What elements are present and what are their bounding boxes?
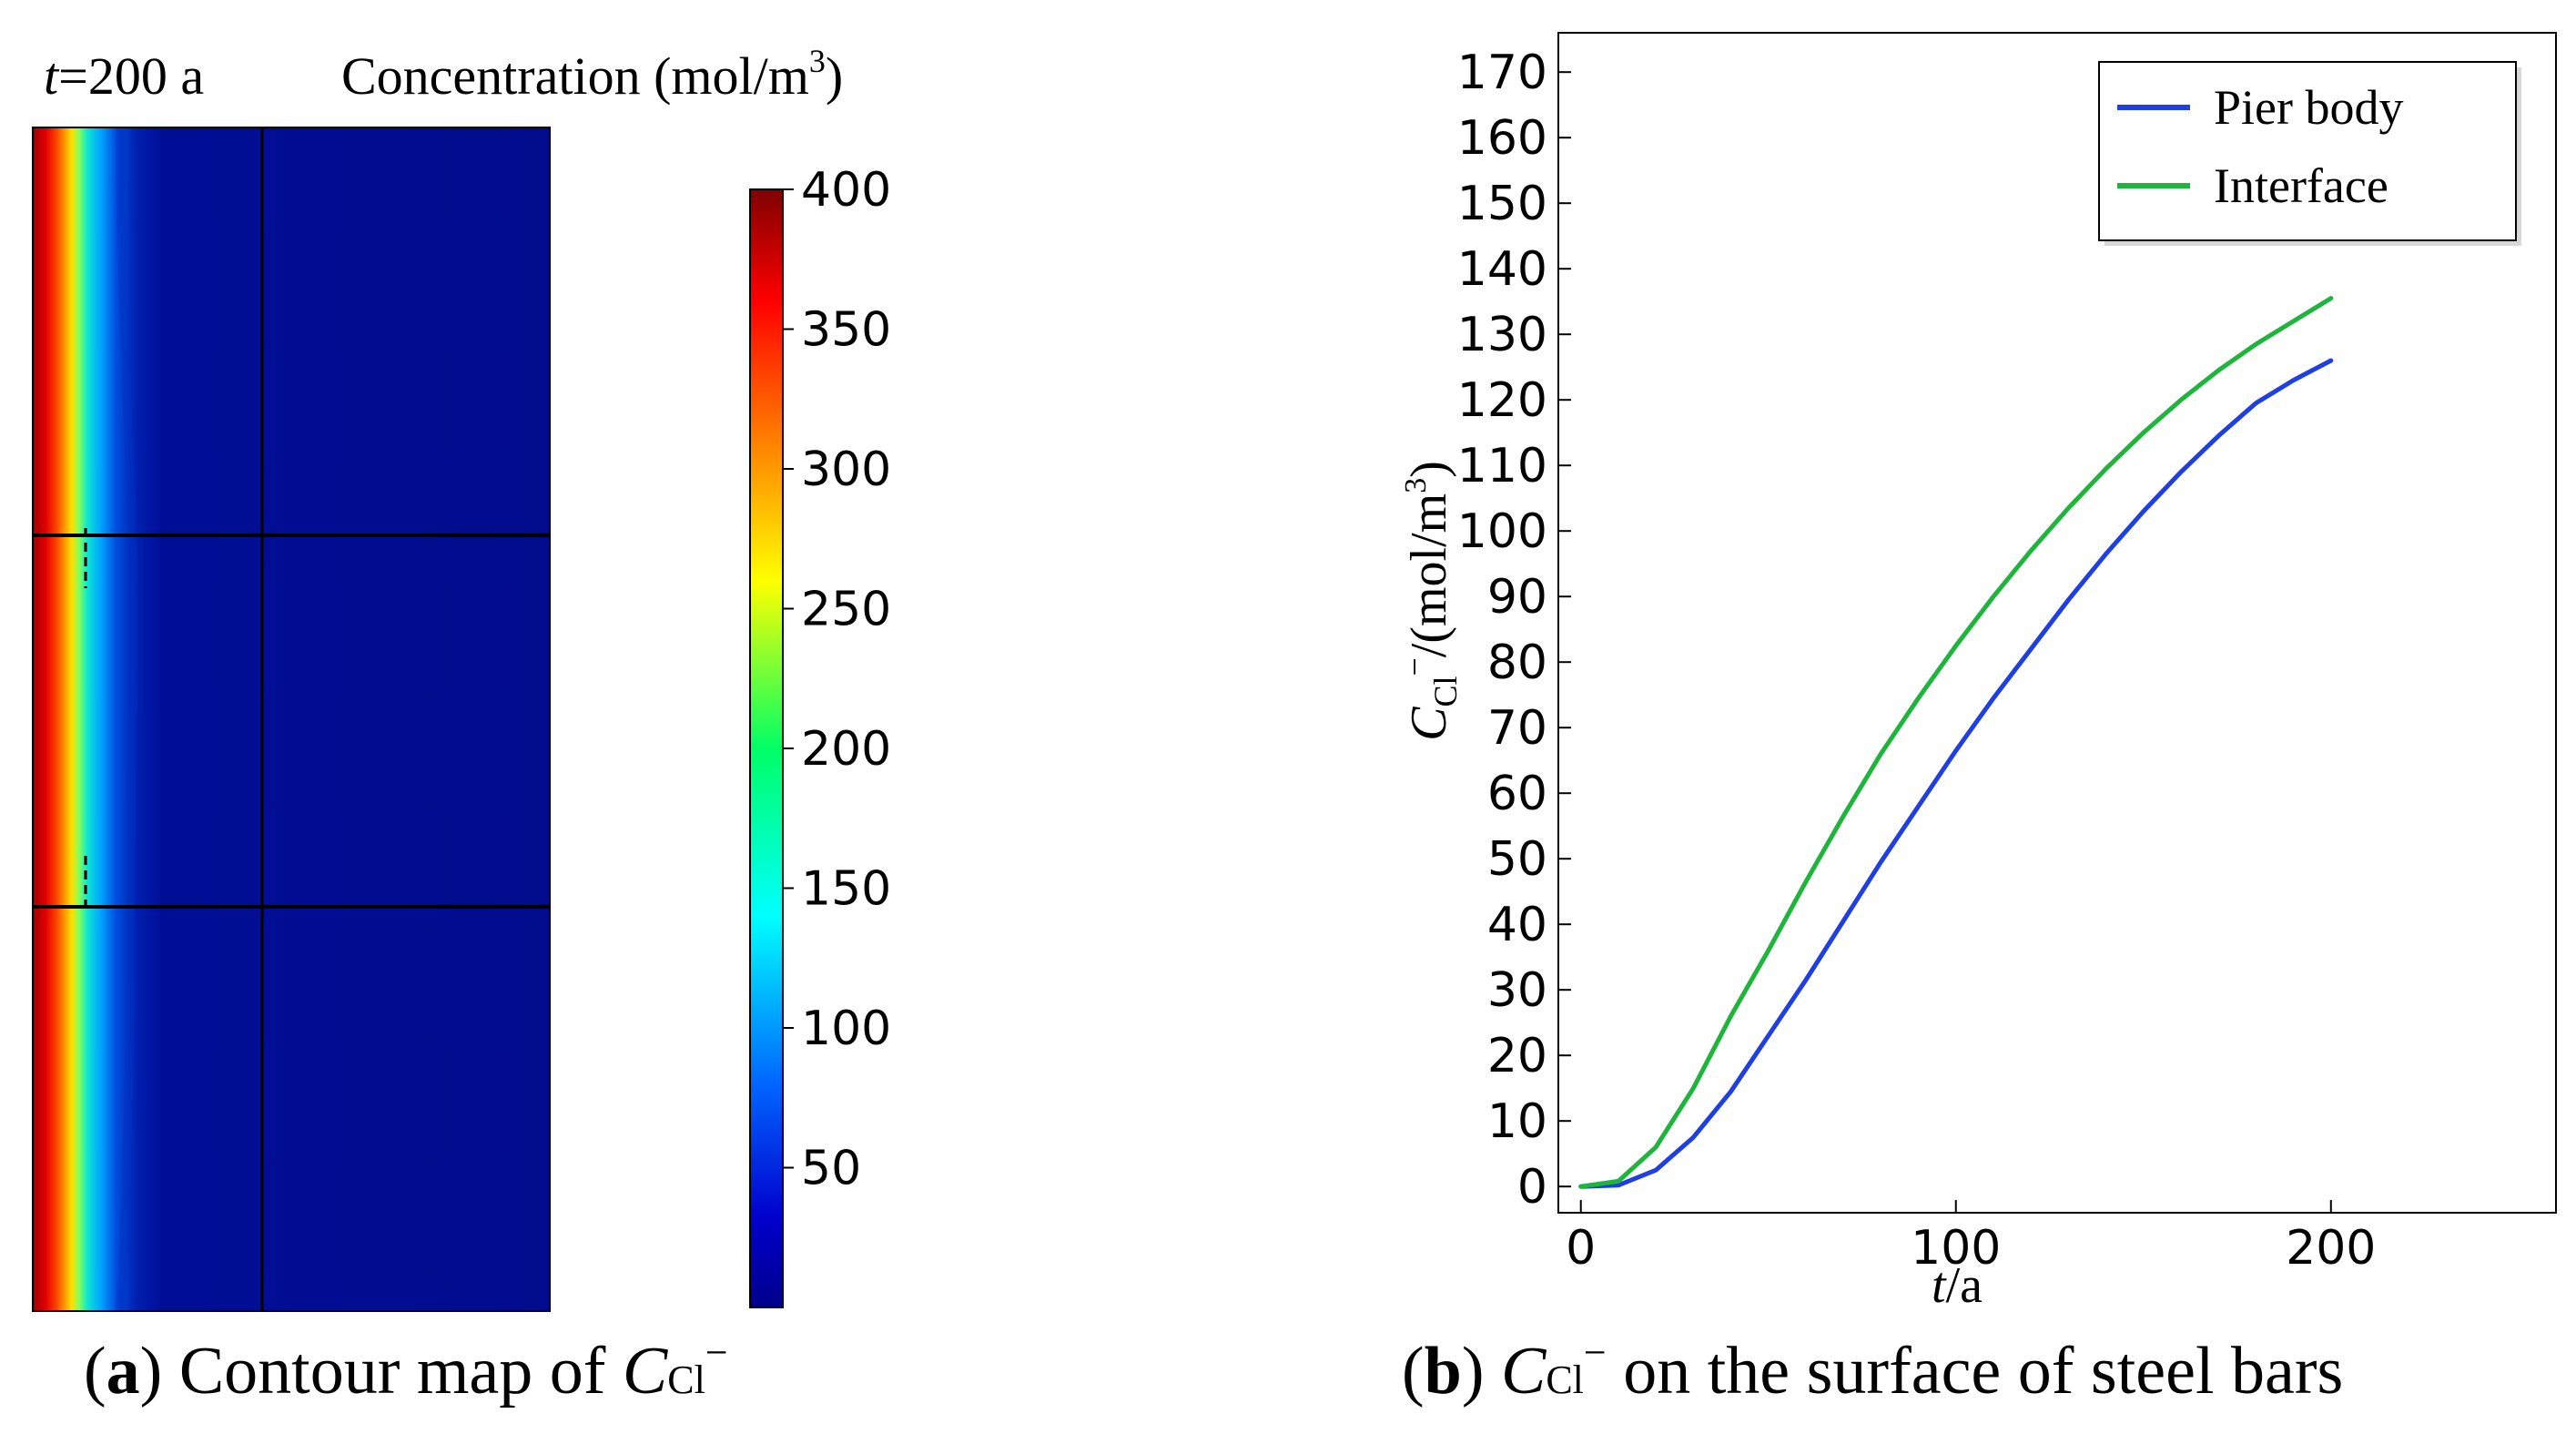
y-tick-label: 30 xyxy=(1487,963,1547,1018)
y-axis: 0 10 20 30 40 50 60 70 80 90 100 110 120 130 140 150 160… xyxy=(1457,46,1571,1215)
colorbar-tick-label: 150 xyxy=(801,862,891,917)
y-tick-label: 160 xyxy=(1457,111,1547,166)
y-tick-label: 60 xyxy=(1487,767,1547,821)
y-tick-label: 130 xyxy=(1457,308,1547,362)
y-axis-label-symbol: C xyxy=(1401,707,1457,741)
y-tick-label: 20 xyxy=(1487,1029,1547,1083)
caption-a-sup: − xyxy=(705,1330,728,1375)
legend-box xyxy=(2098,61,2517,241)
colorbar-tick-label: 50 xyxy=(801,1142,861,1196)
colorbar-tick-label: 200 xyxy=(801,722,891,777)
field-border xyxy=(32,127,551,1312)
caption-a-text: Contour map of xyxy=(162,1334,623,1408)
x-axis-label-italic: t xyxy=(1932,1257,1947,1314)
y-tick-label: 140 xyxy=(1457,242,1547,297)
panel-a: t=200 a Concentration (mol/m3) 400350300… xyxy=(32,43,891,1408)
caption-a-symbol: C xyxy=(623,1334,669,1408)
y-axis-label-rest: /(mol/m xyxy=(1401,493,1457,657)
x-tick-label: 200 xyxy=(2286,1221,2376,1276)
colorbar-tick-label: 300 xyxy=(801,442,891,497)
contour-band xyxy=(116,127,139,1312)
colorbar-tick-label: 100 xyxy=(801,1002,891,1056)
y-tick-label: 170 xyxy=(1457,46,1547,100)
legend-label-pier-body: Pier body xyxy=(2214,80,2404,135)
caption-a-open: ( xyxy=(84,1334,106,1408)
colorbar-title: Concentration (mol/m3) xyxy=(341,43,843,106)
caption-b-space xyxy=(1484,1334,1501,1408)
caption-b-symbol: C xyxy=(1501,1334,1547,1408)
caption-b-sup: − xyxy=(1584,1330,1607,1375)
caption-a: (a) Contour map of CCl− xyxy=(84,1330,728,1408)
x-tick-label: 0 xyxy=(1566,1221,1596,1276)
y-tick-label: 110 xyxy=(1457,439,1547,493)
y-tick-label: 50 xyxy=(1487,832,1547,887)
time-symbol: t xyxy=(44,46,60,106)
colorbar-tick-label: 400 xyxy=(801,163,891,218)
colorbar-tick-label: 250 xyxy=(801,583,891,637)
time-label: t=200 a xyxy=(44,46,204,106)
y-tick-label: 90 xyxy=(1487,570,1547,625)
y-tick-label: 120 xyxy=(1457,373,1547,428)
series-line-pier-body xyxy=(1578,358,2334,1189)
y-axis-label: CCl−/(mol/m3) xyxy=(1396,461,1464,741)
y-axis-label-end: ) xyxy=(1401,461,1457,478)
caption-a-sub: Cl xyxy=(667,1358,705,1402)
caption-a-close: ) xyxy=(140,1334,163,1408)
concentration-field xyxy=(33,127,550,1311)
y-tick-label: 150 xyxy=(1457,177,1547,231)
x-axis: 0 100 200 xyxy=(1566,1200,2376,1276)
caption-b-text: on the surface of steel bars xyxy=(1607,1334,2344,1408)
x-axis-label: t/a xyxy=(1932,1257,1983,1314)
y-tick-label: 10 xyxy=(1487,1094,1547,1149)
y-tick-label: 80 xyxy=(1487,636,1547,690)
colorbar-title-sup: 3 xyxy=(809,43,826,79)
plot-area xyxy=(1557,32,2557,1214)
y-axis-label-sub: Cl xyxy=(1427,676,1464,707)
legend: Pier body Interface xyxy=(2098,61,2521,246)
y-tick-label: 70 xyxy=(1487,701,1547,756)
time-value: =200 a xyxy=(58,46,204,106)
colorbar-title-main: Concentration (mol/m xyxy=(341,46,809,106)
legend-label-interface: Interface xyxy=(2214,158,2388,213)
caption-b-letter: b xyxy=(1425,1334,1462,1408)
x-axis-label-rest: /a xyxy=(1946,1257,1983,1314)
series-layer xyxy=(1578,296,2334,1189)
caption-b: (b) CCl− on the surface of steel bars xyxy=(1402,1330,2343,1408)
colorbar-title-end: ) xyxy=(826,46,843,106)
y-tick-label: 100 xyxy=(1457,504,1547,559)
colorbar xyxy=(749,188,784,1308)
x-tick-label: 100 xyxy=(1911,1221,2001,1276)
panel-b: 0 100 200 0 10 20 30 40 50 60 70 80 90 100 110 120 130 1… xyxy=(1396,32,2557,1408)
caption-b-close: ) xyxy=(1462,1334,1485,1408)
caption-a-letter: a xyxy=(106,1334,140,1408)
y-tick-label: 0 xyxy=(1517,1160,1547,1215)
y-tick-label: 40 xyxy=(1487,898,1547,952)
series-line-interface xyxy=(1578,296,2334,1189)
y-axis-label-sup: − xyxy=(1396,657,1433,676)
caption-b-sub: Cl xyxy=(1546,1358,1584,1402)
y-axis-label-sup3: 3 xyxy=(1399,478,1433,493)
caption-b-open: ( xyxy=(1402,1334,1425,1408)
colorbar-tick-label: 350 xyxy=(801,303,891,358)
colorbar-ticks: 400 350 300 250 200 150 100 50 xyxy=(783,163,891,1196)
